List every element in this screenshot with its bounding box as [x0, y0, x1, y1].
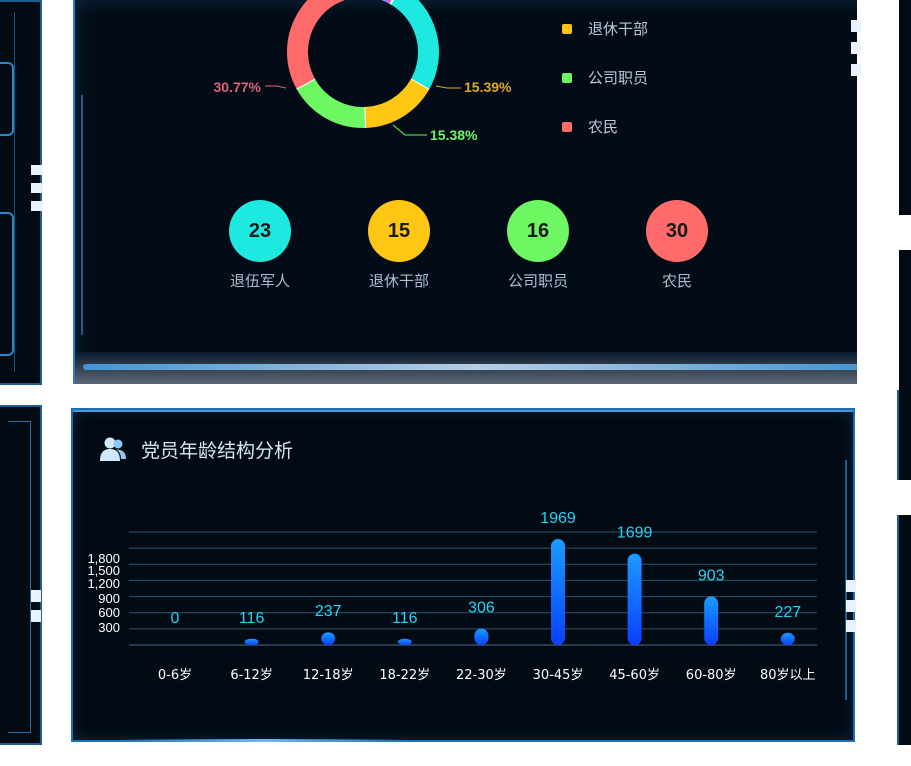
donut-segment-0[interactable] [389, 0, 439, 90]
y-tick-label: 300 [98, 620, 120, 635]
stat-value: 16 [507, 200, 569, 262]
legend-item-farmer[interactable]: 农民 [562, 116, 648, 165]
frame-decoration [0, 62, 14, 136]
stat-label: 退伍军人 [229, 272, 290, 290]
stat-label: 退休干部 [368, 272, 429, 290]
stat-retired-cadre: 15 退休干部 [349, 200, 449, 291]
data-label: 306 [468, 600, 495, 617]
stat-value: 30 [646, 200, 708, 262]
frame-bracket [851, 64, 861, 76]
frame-decoration [81, 95, 93, 335]
donut-legend: 退休干部 公司职员 农民 [562, 18, 648, 165]
bar-22-30岁[interactable] [474, 628, 489, 645]
frame-decoration [113, 739, 413, 742]
frame-bracket [846, 600, 856, 612]
right-neighbor-panel-mid [897, 250, 911, 480]
users-icon [100, 437, 126, 461]
layout-gap [857, 0, 899, 390]
right-neighbor-panel-bottom [897, 515, 911, 745]
x-tick-label: 22-30岁 [456, 668, 507, 683]
frame-decoration [8, 421, 31, 733]
donut-segments [287, 0, 439, 128]
legend-label: 公司职员 [588, 69, 649, 87]
data-label: 237 [315, 603, 342, 620]
y-tick-label: 900 [98, 591, 120, 606]
donut-label-left: 30.77% [214, 79, 262, 95]
stat-label: 公司职员 [507, 272, 568, 290]
x-tick-label: 18-22岁 [379, 668, 430, 683]
right-neighbor-panel-top [897, 0, 911, 215]
bar-12-18岁[interactable] [321, 632, 336, 645]
frame-bracket [31, 590, 41, 602]
data-label: 0 [171, 610, 180, 627]
legend-dot [562, 24, 572, 34]
leader-line-left [265, 85, 287, 89]
legend-label: 退休干部 [588, 20, 649, 38]
frame-bracket [851, 42, 861, 54]
x-tick-label: 80岁以上 [760, 668, 816, 683]
y-tick-label: 1,500 [87, 563, 120, 578]
stat-farmer: 30 农民 [627, 200, 727, 291]
x-tick-label: 30-45岁 [533, 668, 584, 683]
y-tick-label: 1,800 [87, 551, 120, 566]
x-tick-label: 12-18岁 [303, 668, 354, 683]
left-neighbor-panel-bottom [0, 405, 42, 745]
legend-item-retired-cadre[interactable]: 退休干部 [562, 18, 648, 67]
member-type-donut-chart: 30.77% 15.39% 15.38% [214, 0, 512, 143]
frame-bracket [31, 183, 43, 193]
frame-bracket [851, 20, 861, 32]
legend-item-company-staff[interactable]: 公司职员 [562, 67, 648, 116]
data-label: 116 [239, 610, 265, 627]
data-label: 116 [392, 610, 418, 627]
panel-title: 党员年龄结构分析 [141, 440, 294, 462]
x-tick-label: 45-60岁 [609, 668, 660, 683]
x-tick-label: 60-80岁 [686, 668, 737, 683]
data-label: 1969 [540, 510, 576, 527]
donut-segment-1[interactable] [363, 78, 429, 128]
frame-bracket [31, 201, 43, 211]
legend-dot [562, 73, 572, 83]
stat-veteran: 23 退伍军人 [210, 200, 310, 291]
frame-decoration [14, 12, 33, 372]
frame-decoration [0, 212, 14, 356]
legend-label: 农民 [588, 118, 619, 136]
bar-60-80岁[interactable] [704, 596, 719, 645]
stat-label: 农民 [661, 272, 692, 290]
donut-segment-3[interactable] [287, 0, 362, 89]
bar-80岁以上[interactable] [780, 632, 795, 645]
legend-dot [562, 122, 572, 132]
bar-30-45岁[interactable] [551, 539, 565, 645]
leader-line-right [435, 85, 461, 89]
donut-label-right: 15.39% [464, 79, 512, 95]
x-tick-label: 6-12岁 [230, 668, 273, 683]
bar-18-22岁[interactable] [397, 638, 412, 645]
data-label: 903 [698, 567, 725, 584]
donut-label-bottom: 15.38% [430, 127, 478, 143]
frame-decoration [73, 410, 853, 412]
donut-segment-2[interactable] [296, 78, 365, 128]
stat-value: 23 [229, 200, 291, 262]
frame-bracket [846, 580, 856, 592]
panel-footer-glow [83, 364, 869, 370]
layout-gap [0, 385, 70, 405]
stat-company-staff: 16 公司职员 [488, 200, 588, 291]
x-tick-label: 0-6岁 [158, 668, 192, 683]
frame-bracket [31, 165, 43, 175]
data-label: 1699 [617, 525, 653, 542]
frame-bracket [31, 610, 41, 622]
age-structure-panel: 党员年龄结构分析 300 600 900 1,200 1,500 1,800 0 0-6岁 11… [71, 408, 855, 742]
bar-45-60岁[interactable] [627, 553, 642, 645]
stat-value: 15 [368, 200, 430, 262]
y-tick-label: 600 [98, 605, 120, 620]
y-tick-label: 1,200 [87, 576, 120, 591]
data-label: 227 [774, 604, 801, 621]
donut-separator [389, 0, 394, 5]
donut-separator [363, 106, 367, 128]
leader-line-bottom [392, 124, 427, 136]
layout-gap [44, 0, 72, 390]
frame-bracket [846, 620, 856, 632]
member-type-panel: 30.77% 15.39% 15.38% 退休干部 公司职员 农民 23 退伍军… [73, 0, 879, 384]
bar-6-12岁[interactable] [244, 638, 259, 645]
